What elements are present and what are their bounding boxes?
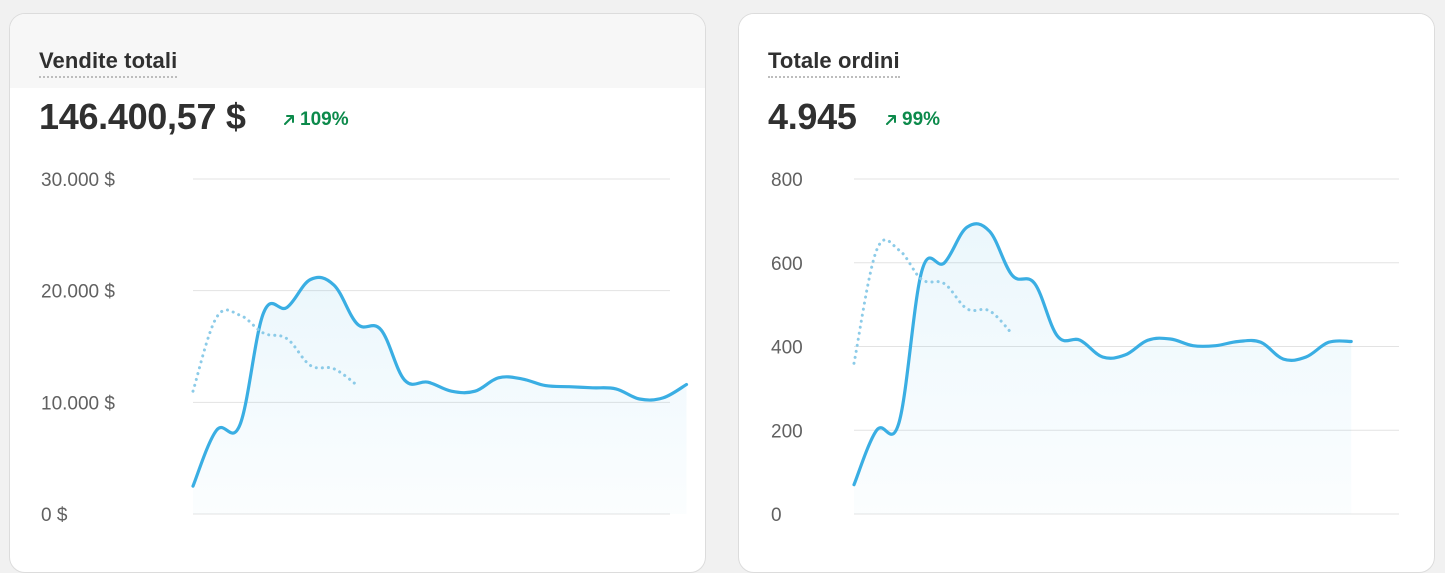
primary-series-line[interactable] xyxy=(191,275,689,488)
orders-line-chart: 0 200 400 600 800 xyxy=(771,170,1399,526)
card-total-orders: Totale ordini 4.945 99% 0 200 400 600 800 xyxy=(738,13,1435,573)
y-tick-label: 600 xyxy=(771,254,803,275)
y-tick-label: 30.000 $ xyxy=(41,170,115,191)
primary-series-line[interactable] xyxy=(852,222,1353,487)
card-total-sales: Vendite totali 146.400,57 $ 109% 0 $ 10.0… xyxy=(9,13,706,573)
y-tick-label: 200 xyxy=(771,421,803,442)
primary-series-area xyxy=(193,277,687,514)
delta-badge: 109% xyxy=(283,109,349,131)
delta-badge: 99% xyxy=(885,109,940,131)
sales-line-chart: 0 $ 10.000 $ 20.000 $ 30.000 $ xyxy=(41,170,689,526)
metric-value: 4.945 xyxy=(768,96,857,137)
y-tick-label: 10.000 $ xyxy=(41,393,115,414)
card-title[interactable]: Vendite totali xyxy=(39,49,178,78)
card-header: Totale ordini xyxy=(739,14,1434,88)
y-tick-label: 0 xyxy=(771,505,782,526)
primary-series-area xyxy=(854,223,1352,514)
arrow-up-right-icon xyxy=(886,115,896,125)
metric-value: 146.400,57 $ xyxy=(39,96,246,137)
comparison-series-line[interactable] xyxy=(191,308,359,393)
delta-value: 99% xyxy=(902,109,941,130)
y-tick-label: 800 xyxy=(771,170,803,191)
card-header: Vendite totali xyxy=(10,14,705,88)
y-tick-label: 20.000 $ xyxy=(41,282,115,303)
y-tick-label: 0 $ xyxy=(41,505,68,526)
arrow-up-right-icon xyxy=(284,115,294,125)
y-tick-label: 400 xyxy=(771,338,803,359)
comparison-series-line[interactable] xyxy=(852,238,1014,365)
card-title[interactable]: Totale ordini xyxy=(768,49,900,78)
delta-value: 109% xyxy=(300,109,349,130)
